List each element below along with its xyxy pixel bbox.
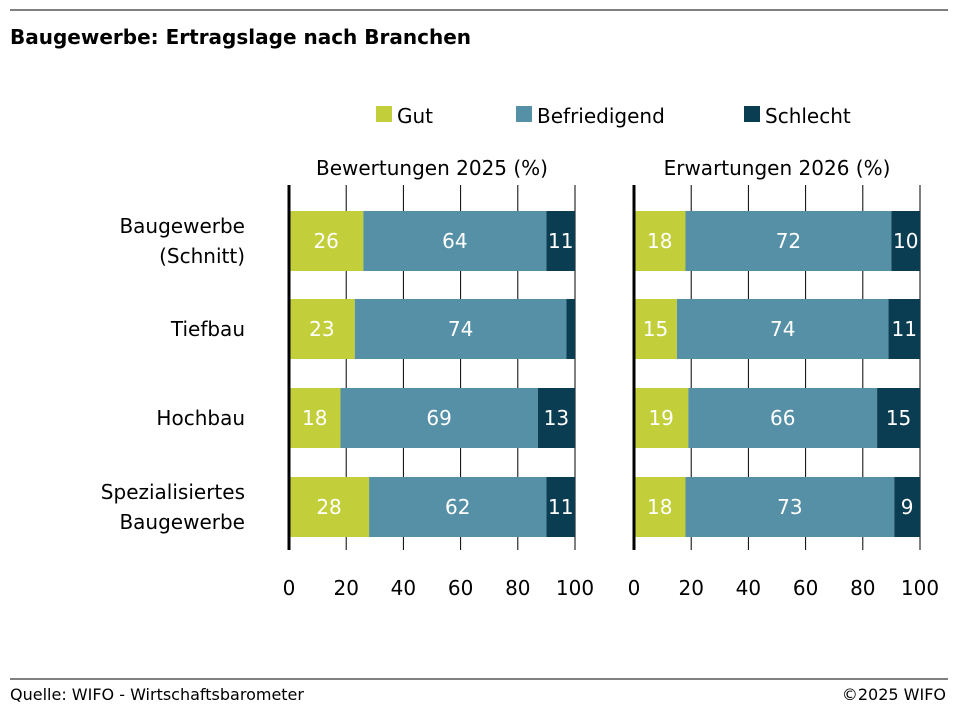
x-tick-label: 0 — [283, 576, 296, 600]
panel-title: Erwartungen 2026 (%) — [664, 156, 891, 180]
bar-schlecht — [546, 477, 575, 537]
data-label: 23 — [309, 317, 334, 341]
x-tick-label: 40 — [736, 576, 761, 600]
data-label: 18 — [647, 495, 672, 519]
category-label: Tiefbau — [170, 317, 245, 341]
bar-gut — [289, 211, 364, 271]
panel-title: Bewertungen 2025 (%) — [316, 156, 548, 180]
x-tick-label: 60 — [448, 576, 473, 600]
bar-schlecht — [546, 211, 575, 271]
bar-befriedigend — [676, 299, 889, 359]
source-note: Quelle: WIFO - Wirtschaftsbarometer — [10, 685, 304, 704]
bar-gut — [289, 299, 355, 359]
data-label: 28 — [316, 495, 341, 519]
panel-2: Erwartungen 2026 (%) 0 20 40 60 80 100 18 72 10 15… — [628, 156, 939, 600]
bar-schlecht — [891, 211, 920, 271]
data-label: 19 — [648, 406, 673, 430]
bar-befriedigend — [354, 299, 567, 359]
category-label: Baugewerbe (Schnitt) — [119, 214, 245, 268]
chart-title: Baugewerbe: Ertragslage nach Branchen — [10, 25, 471, 49]
bar-schlecht — [566, 299, 575, 359]
data-label: 11 — [892, 317, 917, 341]
data-label: 9 — [901, 495, 914, 519]
bar-schlecht — [877, 388, 920, 448]
bar-befriedigend — [685, 211, 892, 271]
data-label: 64 — [442, 229, 467, 253]
data-label: 18 — [302, 406, 327, 430]
legend-swatch-gut — [376, 106, 392, 122]
data-label: 74 — [770, 317, 795, 341]
legend: Gut Befriedigend Schlecht — [376, 104, 851, 128]
data-label: 10 — [893, 229, 918, 253]
x-tick-label: 80 — [505, 576, 530, 600]
data-label: 18 — [647, 229, 672, 253]
panel-1: Bewertungen 2025 (%) 0 20 40 60 80 100 26 64 11 Ba… — [101, 156, 594, 600]
x-tick-label: 20 — [333, 576, 358, 600]
data-label: 74 — [448, 317, 473, 341]
data-label: 11 — [548, 229, 573, 253]
bar-befriedigend — [340, 388, 538, 448]
bar-schlecht — [888, 299, 920, 359]
legend-swatch-befriedigend — [516, 106, 532, 122]
data-label: 66 — [770, 406, 795, 430]
data-label: 69 — [426, 406, 451, 430]
bar-befriedigend — [363, 211, 547, 271]
legend-label-gut: Gut — [397, 104, 433, 128]
data-label: 11 — [548, 495, 573, 519]
bar-gut — [289, 477, 370, 537]
data-label: 13 — [544, 406, 569, 430]
data-label: 72 — [776, 229, 801, 253]
category-label: Spezialisiertes Baugewerbe — [101, 480, 245, 534]
data-label: 15 — [886, 406, 911, 430]
bar-gut — [634, 299, 677, 359]
x-tick-label: 80 — [850, 576, 875, 600]
category-label: Hochbau — [156, 406, 245, 430]
x-tick-label: 100 — [901, 576, 939, 600]
data-label: 73 — [777, 495, 802, 519]
bar-befriedigend — [688, 388, 878, 448]
bar-befriedigend — [685, 477, 895, 537]
bar-gut — [289, 388, 341, 448]
bar-gut — [634, 477, 686, 537]
x-tick-label: 0 — [628, 576, 641, 600]
bar-schlecht — [537, 388, 575, 448]
x-tick-label: 20 — [678, 576, 703, 600]
bar-befriedigend — [369, 477, 547, 537]
data-label: 26 — [313, 229, 338, 253]
legend-label-schlecht: Schlecht — [765, 104, 851, 128]
bar-schlecht — [894, 477, 920, 537]
bar-gut — [634, 388, 689, 448]
legend-label-befriedigend: Befriedigend — [537, 104, 665, 128]
x-tick-label: 100 — [556, 576, 594, 600]
copyright: ©2025 WIFO — [842, 685, 946, 704]
x-tick-label: 60 — [793, 576, 818, 600]
data-label: 15 — [643, 317, 668, 341]
bar-gut — [634, 211, 686, 271]
data-label: 62 — [445, 495, 470, 519]
x-tick-label: 40 — [391, 576, 416, 600]
legend-swatch-schlecht — [744, 106, 760, 122]
